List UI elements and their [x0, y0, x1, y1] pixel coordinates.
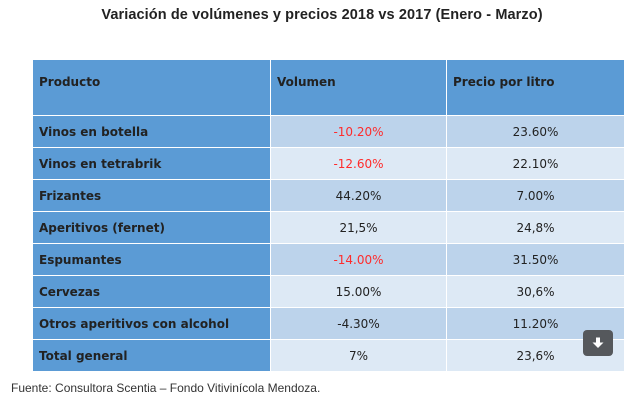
cell-precio: 7.00%	[446, 179, 625, 212]
table-row: Otros aperitivos con alcohol -4.30% 11.20%	[32, 307, 625, 340]
cell-volumen: 15.00%	[270, 275, 447, 308]
cell-producto: Cervezas	[32, 275, 271, 308]
cell-producto: Frizantes	[32, 179, 271, 212]
cell-precio: 23.60%	[446, 115, 625, 148]
cell-volumen: -14.00%	[270, 243, 447, 276]
cell-producto: Vinos en tetrabrik	[32, 147, 271, 180]
cell-producto: Aperitivos (fernet)	[32, 211, 271, 244]
cell-precio: 24,8%	[446, 211, 625, 244]
cell-precio: 11.20%	[446, 307, 625, 340]
source-caption: Fuente: Consultora Scentia – Fondo Vitiv…	[11, 381, 321, 395]
cell-precio: 31.50%	[446, 243, 625, 276]
page-title: Variación de volúmenes y precios 2018 vs…	[101, 7, 543, 23]
cell-volumen: -12.60%	[270, 147, 447, 180]
cell-producto: Otros aperitivos con alcohol	[32, 307, 271, 340]
table-row: Vinos en botella -10.20% 23.60%	[32, 115, 625, 148]
table-row: Vinos en tetrabrik -12.60% 22.10%	[32, 147, 625, 180]
table-row: Frizantes 44.20% 7.00%	[32, 179, 625, 212]
cell-producto: Vinos en botella	[32, 115, 271, 148]
cell-precio: 30,6%	[446, 275, 625, 308]
header-producto: Producto	[32, 59, 271, 116]
cell-producto: Total general	[32, 339, 271, 372]
cell-volumen: 7%	[270, 339, 447, 372]
table-row: Total general 7% 23,6%	[32, 339, 625, 372]
header-precio: Precio por litro	[446, 59, 625, 116]
cell-producto: Espumantes	[32, 243, 271, 276]
volume-price-table: Producto Volumen Precio por litro Vinos …	[32, 59, 625, 372]
table-row: Cervezas 15.00% 30,6%	[32, 275, 625, 308]
download-arrow-icon	[592, 337, 604, 348]
cell-volumen: -4.30%	[270, 307, 447, 340]
cell-precio: 22.10%	[446, 147, 625, 180]
header-volumen: Volumen	[270, 59, 447, 116]
cell-volumen: 44.20%	[270, 179, 447, 212]
table-row: Aperitivos (fernet) 21,5% 24,8%	[32, 211, 625, 244]
cell-volumen: 21,5%	[270, 211, 447, 244]
table-header-row: Producto Volumen Precio por litro	[32, 59, 625, 116]
cell-volumen: -10.20%	[270, 115, 447, 148]
table-row: Espumantes -14.00% 31.50%	[32, 243, 625, 276]
download-button[interactable]	[583, 330, 613, 356]
